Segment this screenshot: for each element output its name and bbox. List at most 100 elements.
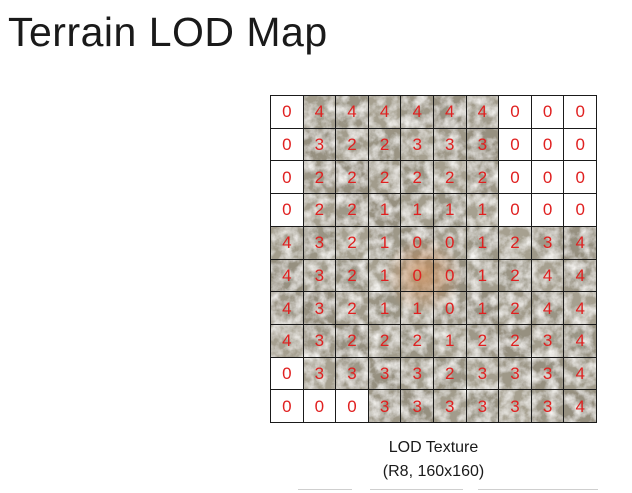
lod-cell: 2 — [336, 292, 369, 325]
lod-cell: 2 — [336, 161, 369, 195]
lod-cell: 3 — [303, 259, 337, 293]
lod-cell: 0 — [433, 292, 467, 325]
lod-cell: 2 — [499, 292, 532, 325]
lod-cell: 4 — [433, 96, 467, 129]
lod-cell: 2 — [336, 226, 369, 260]
lod-cell: 2 — [433, 357, 467, 391]
lod-cell: 3 — [433, 128, 467, 162]
lod-cell: 0 — [433, 259, 467, 293]
lod-cell: 2 — [433, 161, 467, 195]
lod-cell: 4 — [271, 259, 304, 293]
lod-cell: 4 — [368, 96, 402, 129]
lod-cell: 4 — [271, 226, 304, 260]
lod-cell: 0 — [531, 194, 565, 227]
lod-cell: 2 — [303, 194, 337, 227]
lod-cell: 4 — [401, 96, 434, 129]
lod-cell: 2 — [336, 324, 369, 358]
lod-cell: 3 — [303, 324, 337, 358]
lod-cell: 0 — [271, 128, 304, 162]
lod-cell: 2 — [499, 259, 532, 293]
lod-cell: 3 — [401, 390, 434, 423]
lod-cell: 1 — [401, 194, 434, 227]
lod-cell: 1 — [466, 259, 500, 293]
lod-cell: 0 — [271, 194, 304, 227]
lod-cell: 0 — [499, 128, 532, 162]
lod-cell: 0 — [401, 259, 434, 293]
lod-cell: 3 — [466, 357, 500, 391]
lod-cell: 3 — [401, 357, 434, 391]
lod-cell: 1 — [368, 226, 402, 260]
lod-cell: 0 — [564, 194, 597, 227]
lod-cell: 0 — [271, 390, 304, 423]
lod-cell: 0 — [271, 357, 304, 391]
lod-cell: 3 — [531, 226, 565, 260]
lod-cell: 3 — [368, 357, 402, 391]
lod-cell: 1 — [433, 324, 467, 358]
lod-cell: 0 — [433, 226, 467, 260]
lod-cell: 3 — [336, 357, 369, 391]
lod-cell: 4 — [271, 324, 304, 358]
lod-cell: 3 — [499, 390, 532, 423]
lod-cell: 4 — [336, 96, 369, 129]
lod-cell: 4 — [271, 292, 304, 325]
lod-cell: 4 — [564, 324, 597, 358]
lod-cell: 0 — [499, 194, 532, 227]
lod-cell: 0 — [401, 226, 434, 260]
lod-cell: 2 — [466, 161, 500, 195]
lod-cell: 4 — [564, 357, 597, 391]
footer-rule — [298, 489, 598, 490]
lod-cell: 3 — [303, 128, 337, 162]
lod-cell: 4 — [466, 96, 500, 129]
lod-cell: 4 — [564, 259, 597, 293]
lod-cell: 2 — [401, 161, 434, 195]
lod-cell: 0 — [531, 128, 565, 162]
lod-cell: 1 — [466, 194, 500, 227]
lod-cell: 3 — [368, 390, 402, 423]
lod-cell: 2 — [336, 128, 369, 162]
lod-cell: 2 — [368, 324, 402, 358]
lod-cell: 2 — [336, 194, 369, 227]
lod-cell: 1 — [368, 259, 402, 293]
lod-cell: 0 — [564, 128, 597, 162]
lod-cell: 1 — [368, 194, 402, 227]
lod-cell: 2 — [499, 324, 532, 358]
lod-cell: 0 — [336, 390, 369, 423]
lod-cell: 2 — [466, 324, 500, 358]
lod-cell: 0 — [271, 161, 304, 195]
lod-cell: 2 — [401, 324, 434, 358]
lod-cell: 3 — [303, 357, 337, 391]
lod-cell: 0 — [499, 96, 532, 129]
lod-cell: 4 — [564, 226, 597, 260]
lod-cell: 3 — [531, 390, 565, 423]
lod-cell: 4 — [564, 390, 597, 423]
lod-cell: 1 — [368, 292, 402, 325]
lod-cell: 3 — [303, 226, 337, 260]
lod-cell: 4 — [531, 259, 565, 293]
lod-cell: 4 — [531, 292, 565, 325]
lod-cell: 1 — [433, 194, 467, 227]
lod-cell: 3 — [466, 390, 500, 423]
lod-cell: 0 — [303, 390, 337, 423]
lod-cell: 2 — [499, 226, 532, 260]
lod-cell: 1 — [401, 292, 434, 325]
lod-cell: 0 — [499, 161, 532, 195]
caption-title: LOD Texture — [388, 439, 479, 456]
lod-cell: 3 — [401, 128, 434, 162]
lod-cell: 2 — [368, 128, 402, 162]
lod-cell: 3 — [303, 292, 337, 325]
lod-cell: 0 — [271, 96, 304, 129]
lod-cell: 0 — [564, 161, 597, 195]
lod-cell: 3 — [433, 390, 467, 423]
lod-cell: 0 — [531, 96, 565, 129]
lod-cell: 3 — [466, 128, 500, 162]
lod-cell: 3 — [531, 324, 565, 358]
lod-cell: 4 — [303, 96, 337, 129]
lod-cell: 4 — [564, 292, 597, 325]
lod-cell: 3 — [531, 357, 565, 391]
caption-format: (R8, 160x160) — [382, 463, 485, 480]
lod-cell: 2 — [303, 161, 337, 195]
lod-cell: 1 — [466, 226, 500, 260]
